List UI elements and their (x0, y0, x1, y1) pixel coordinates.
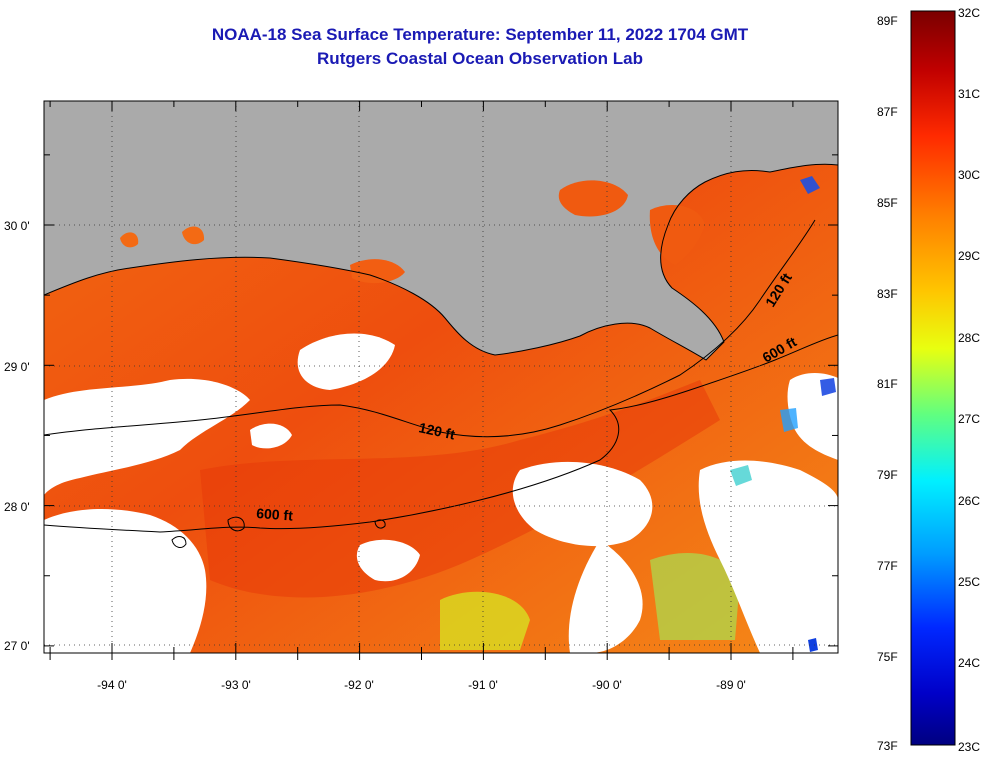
scale-label-f: 83F (877, 287, 898, 301)
scale-label-f: 75F (877, 650, 898, 664)
contour-loop (227, 516, 245, 532)
cloud-cover (44, 508, 207, 653)
cloud-cover (297, 333, 395, 390)
cold-water-edge (820, 378, 836, 396)
cold-water-edge (808, 638, 818, 652)
cloud-cover (250, 423, 292, 449)
lat-label: 28 0' (4, 500, 30, 514)
scale-label-c: 32C (958, 6, 981, 20)
cloud-cover (568, 540, 643, 653)
axis-ticks (44, 101, 838, 660)
lat-label: 29 0' (4, 360, 30, 374)
scale-label-f: 79F (877, 468, 898, 482)
scale-label-f: 73F (877, 739, 898, 753)
cloud-cover (44, 378, 250, 495)
cloud-cover (698, 460, 838, 653)
warm-core-region (200, 380, 720, 598)
cloud-cover (512, 461, 653, 547)
lon-label: -92 0' (344, 678, 374, 692)
lon-label: -90 0' (592, 678, 622, 692)
lat-label: 27 0' (4, 639, 30, 653)
scale-label-f: 85F (877, 196, 898, 210)
lon-label: -94 0' (97, 678, 127, 692)
cloud-cover (356, 539, 420, 582)
map-subtitle: Rutgers Coastal Ocean Observation Lab (317, 49, 643, 68)
scale-label-f: 89F (877, 14, 898, 28)
map-frame (43, 100, 839, 654)
bay (350, 259, 405, 284)
cool-patch (650, 552, 740, 640)
lat-label: 30 0' (4, 219, 30, 233)
land-mass (44, 101, 838, 360)
scale-label-c: 23C (958, 740, 981, 754)
contour-600ft (44, 334, 838, 533)
scale-label-c: 27C (958, 412, 981, 426)
map-title: NOAA-18 Sea Surface Temperature: Septemb… (211, 25, 749, 44)
scale-label-f: 81F (877, 377, 898, 391)
bay (558, 180, 628, 217)
cool-patch (440, 591, 530, 650)
scale-label-c: 28C (958, 331, 981, 345)
scale-label-f: 87F (877, 105, 898, 119)
scale-label-c: 29C (958, 249, 981, 263)
cold-water-edge (730, 465, 752, 486)
lon-label: -89 0' (716, 678, 746, 692)
scale-label-c: 26C (958, 494, 981, 508)
color-scale-bar (910, 10, 956, 746)
scale-label-c: 31C (958, 87, 981, 101)
cold-water-edge (780, 408, 798, 432)
contour-label-120ft: 120 ft (417, 419, 456, 442)
cold-water-edge (800, 176, 820, 194)
contour-120ft (44, 219, 816, 438)
bay (182, 226, 205, 245)
scale-label-f: 77F (877, 559, 898, 573)
bay (120, 232, 139, 248)
scale-label-c: 25C (958, 575, 981, 589)
contour-loop (374, 519, 386, 529)
contour-loop (171, 536, 187, 548)
graticule (44, 101, 838, 653)
lon-label: -93 0' (221, 678, 251, 692)
lon-label: -91 0' (468, 678, 498, 692)
coastline (44, 163, 838, 361)
scale-label-c: 30C (958, 168, 981, 182)
scale-label-c: 24C (958, 656, 981, 670)
contour-label-600ft: 600 ft (256, 505, 294, 524)
bay (649, 205, 705, 265)
